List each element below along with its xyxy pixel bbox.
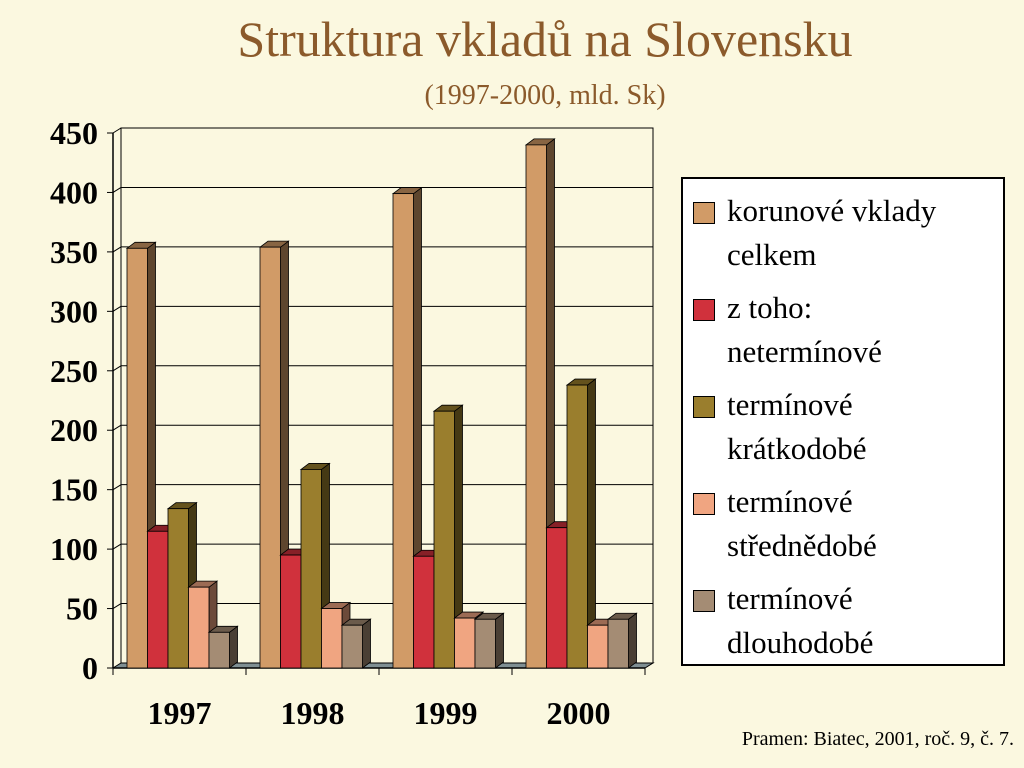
y-tick-label: 350 (50, 234, 98, 270)
source-note: Pramen: Biatec, 2001, roč. 9, č. 7. (741, 728, 1014, 750)
bar-side (229, 625, 238, 669)
bars (125, 138, 638, 669)
bar-front (280, 554, 302, 669)
y-tick-label: 50 (66, 591, 98, 627)
y-tick-label: 250 (50, 353, 98, 389)
y-tick-labels: 0 50 100 150 200 250 300 350 400 450 (50, 115, 113, 686)
bar-front (392, 193, 414, 669)
bar-front (566, 384, 588, 669)
legend-swatch (693, 396, 715, 418)
legend-item-korunove-vklady: korunové vklady celkem (693, 189, 1003, 286)
legend-swatch (693, 202, 715, 224)
legend-label: termínové dlouhodobé (727, 581, 874, 660)
bar (473, 612, 505, 669)
gridline-side (112, 305, 122, 312)
x-tick-label: 1998 (281, 695, 345, 731)
bar-front (167, 508, 189, 669)
gridline-side (112, 187, 122, 193)
bar-front (188, 586, 210, 669)
x-tick-label: 2000 (547, 695, 611, 731)
y-tick-label: 200 (50, 412, 98, 448)
gridline-side (112, 543, 122, 550)
bar-front (587, 624, 609, 669)
bar-front (321, 608, 343, 669)
bar (340, 618, 372, 669)
legend-swatch (693, 299, 715, 321)
bar (207, 625, 239, 669)
legend-label: termínové střednědobé (727, 484, 877, 563)
legend-item-kratkodobe: termínové krátkodobé (693, 383, 1003, 480)
legend-label: z toho: netermínové (727, 290, 882, 369)
bar-front (208, 631, 230, 669)
chart-legend: korunové vklady celkem z toho: netermíno… (681, 177, 1005, 666)
bar-front (413, 555, 435, 669)
gridline-side (112, 365, 122, 372)
y-tick-label: 150 (50, 472, 98, 508)
legend-item-neterminove: z toho: netermínové (693, 286, 1003, 383)
bar-side (495, 612, 504, 669)
bar-front (607, 618, 629, 669)
legend-item-strednedobe: termínové střednědobé (693, 480, 1003, 577)
chart-title: Struktura vkladů na Slovensku (237, 11, 853, 67)
bar-side (628, 612, 637, 669)
bar-front (474, 618, 496, 669)
legend-item-dlouhodobe: termínové dlouhodobé (693, 577, 1003, 674)
gridline-side (112, 127, 122, 134)
y-tick-label: 100 (50, 531, 98, 567)
gridline-side (112, 603, 122, 609)
bar-front (546, 527, 568, 669)
bar-front (525, 144, 547, 669)
bar-front (454, 617, 476, 669)
y-tick-label: 300 (50, 293, 98, 329)
bar-front (341, 624, 363, 669)
bar-front (126, 247, 148, 669)
legend-label: korunové vklady celkem (727, 193, 937, 272)
bar (606, 612, 638, 669)
gridline-side (112, 246, 122, 253)
legend-swatch (693, 493, 715, 515)
bar-front (259, 246, 281, 669)
bar-side (362, 618, 371, 669)
chart-subtitle: (1997-2000, mld. Sk) (424, 80, 666, 111)
y-tick-label: 400 (50, 174, 98, 210)
x-tick-label: 1997 (148, 695, 212, 731)
y-tick-label: 0 (82, 650, 98, 686)
legend-label: termínové krátkodobé (727, 387, 867, 466)
gridline-side (112, 484, 122, 491)
legend-swatch (693, 590, 715, 612)
bar-front (433, 410, 455, 669)
bar-front (300, 469, 322, 669)
gridline-side (112, 424, 122, 431)
x-tick-label: 1999 (414, 695, 478, 731)
bar-front (147, 530, 169, 669)
y-tick-label: 450 (50, 115, 98, 151)
